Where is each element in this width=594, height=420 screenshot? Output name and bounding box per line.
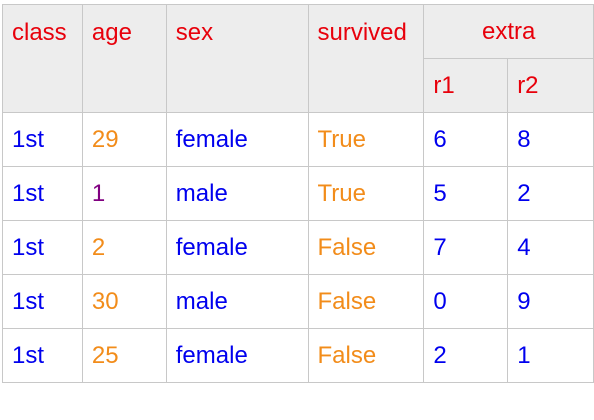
header-row-top: class age sex survived extra xyxy=(2,4,594,113)
table-body: 1st 29 female True 6 8 1st 1 male True 5 2 1st 2 femal… xyxy=(2,112,594,383)
header-age: age xyxy=(81,4,167,113)
cell-r1: 2 xyxy=(423,328,509,383)
cell-sex: female xyxy=(165,112,309,167)
cell-class: 1st xyxy=(2,112,83,167)
cell-class: 1st xyxy=(2,328,83,383)
cell-sex: male xyxy=(165,166,309,221)
header-row-sub: r1 r2 xyxy=(3,58,594,113)
cell-survived: False xyxy=(307,328,425,383)
cell-age: 25 xyxy=(81,328,167,383)
cell-r1: 5 xyxy=(423,166,509,221)
cell-age: 2 xyxy=(81,220,167,275)
cell-r1: 7 xyxy=(423,220,509,275)
header-r1: r1 xyxy=(423,58,509,113)
table-row: 1st 1 male True 5 2 xyxy=(2,166,594,221)
table-row: 1st 25 female False 2 1 xyxy=(2,328,594,383)
cell-sex: male xyxy=(165,274,309,329)
data-table: class age sex survived extra r1 r2 1st 29… xyxy=(2,4,594,383)
cell-class: 1st xyxy=(2,274,83,329)
table-row: 1st 29 female True 6 8 xyxy=(2,112,594,167)
header-extra: extra xyxy=(423,4,594,59)
cell-r2: 1 xyxy=(507,328,594,383)
cell-r2: 9 xyxy=(507,274,594,329)
header-sex: sex xyxy=(165,4,309,113)
cell-r1: 0 xyxy=(423,274,509,329)
cell-r2: 8 xyxy=(507,112,594,167)
cell-sex: female xyxy=(165,328,309,383)
cell-sex: female xyxy=(165,220,309,275)
cell-class: 1st xyxy=(2,166,83,221)
header-r2: r2 xyxy=(507,58,594,113)
header-survived: survived xyxy=(307,4,425,113)
cell-class: 1st xyxy=(2,220,83,275)
cell-survived: False xyxy=(307,220,425,275)
cell-r2: 2 xyxy=(507,166,594,221)
table-row: 1st 2 female False 7 4 xyxy=(2,220,594,275)
cell-age: 29 xyxy=(81,112,167,167)
cell-survived: True xyxy=(307,112,425,167)
table-row: 1st 30 male False 0 9 xyxy=(2,274,594,329)
cell-survived: True xyxy=(307,166,425,221)
cell-survived: False xyxy=(307,274,425,329)
cell-age: 1 xyxy=(81,166,167,221)
cell-r1: 6 xyxy=(423,112,509,167)
cell-r2: 4 xyxy=(507,220,594,275)
cell-age: 30 xyxy=(81,274,167,329)
header-class: class xyxy=(2,4,83,113)
